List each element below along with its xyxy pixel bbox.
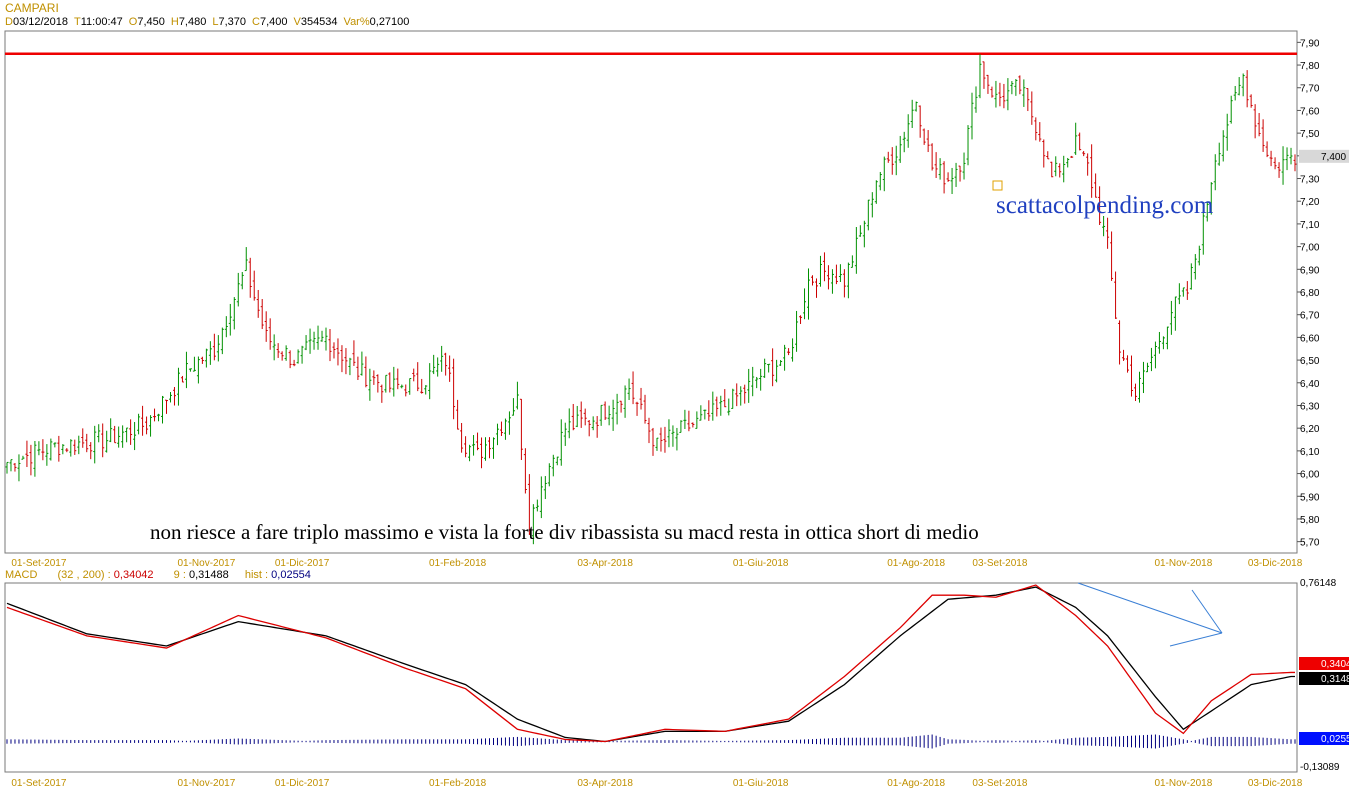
price-tick-label: 5,70: [1300, 538, 1320, 549]
signal-line: [6, 586, 1296, 743]
macd-value-box: [1299, 732, 1349, 745]
price-tick-label: 7,50: [1300, 129, 1320, 140]
macd-date-tick-label: 01-Giu-2018: [733, 778, 789, 789]
macd-value-label: 0,34042: [1321, 659, 1352, 670]
date-tick-label: 01-Giu-2018: [733, 558, 789, 569]
price-tick-label: 6,50: [1300, 356, 1320, 367]
macd-value-label: 0,02554: [1321, 734, 1352, 745]
macd-date-tick-label: 01-Set-2017: [11, 778, 66, 789]
price-tick-label: 6,00: [1300, 470, 1320, 481]
field-value-2: 7,450: [137, 16, 165, 28]
field-key-0: D: [5, 16, 13, 28]
marker-square: [992, 180, 1003, 191]
macd-date-tick-label: 01-Nov-2017: [177, 778, 235, 789]
date-tick-label: 01-Set-2017: [11, 558, 66, 569]
last-price-box: [1299, 149, 1349, 163]
price-tick-label: 6,60: [1300, 333, 1320, 344]
field-value-1: 11:00:47: [80, 16, 123, 28]
date-tick-label: 01-Ago-2018: [887, 558, 945, 569]
macd-date-tick-label: 03-Dic-2018: [1248, 778, 1303, 789]
macd-date-tick-label: 01-Dic-2017: [275, 778, 330, 789]
macd-date-tick-label: 01-Feb-2018: [429, 778, 487, 789]
field-value-5: 7,400: [259, 16, 288, 28]
price-tick-label: 7,00: [1300, 243, 1320, 254]
macd-tick-label: -0,13089: [1300, 762, 1340, 773]
macd-date-tick-label: 03-Set-2018: [972, 778, 1027, 789]
signal-label: 9: [173, 569, 180, 581]
chart-title: CAMPARI: [5, 1, 59, 15]
field-value-3: 7,480: [178, 16, 207, 28]
price-axis: 7,907,807,707,607,507,407,307,207,107,00…: [5, 38, 1349, 549]
price-tick-label: 7,10: [1300, 220, 1320, 231]
annotation-text: non riesce a fare triplo massimo e vista…: [150, 520, 979, 544]
field-key-5: C: [252, 16, 260, 28]
macd-date-tick-label: 01-Nov-2018: [1154, 778, 1212, 789]
price-panel-frame: [4, 30, 1298, 554]
macd-panel: 0,76148 -0,13089 0,34042 0,31488 0,02554: [6, 180, 1352, 773]
arrow-head-lower: [1169, 632, 1223, 647]
price-tick-label: 6,80: [1300, 288, 1320, 299]
field-value-0: 03/12/2018: [12, 16, 69, 28]
field-value-6: 354534: [300, 16, 338, 28]
price-tick-label: 6,20: [1300, 424, 1320, 435]
date-tick-label: 03-Dic-2018: [1248, 558, 1303, 569]
date-tick-label: 03-Apr-2018: [577, 558, 633, 569]
date-tick-label: 01-Nov-2018: [1154, 558, 1212, 569]
field-key-7: Var%: [343, 16, 370, 28]
price-tick-label: 6,10: [1300, 447, 1320, 458]
price-tick-label: 6,30: [1300, 401, 1320, 412]
watermark-text: scattacolpending.com: [996, 192, 1214, 219]
field-value-7: 0,27100: [369, 16, 410, 28]
price-tick-label: 7,80: [1300, 61, 1320, 72]
macd-value-label: 0,31488: [1321, 674, 1352, 685]
date-tick-label: 01-Dic-2017: [275, 558, 330, 569]
macd-params: (32 , 200): [57, 569, 105, 581]
price-tick-label: 7,90: [1300, 38, 1320, 49]
signal-value: 0,31488: [188, 569, 229, 581]
last-price-label: 7,400: [1321, 152, 1346, 163]
date-tick-label: 01-Feb-2018: [429, 558, 487, 569]
price-tick-label: 5,80: [1300, 515, 1320, 526]
date-tick-label: 03-Set-2018: [972, 558, 1027, 569]
date-tick-label: 01-Nov-2017: [177, 558, 235, 569]
field-key-3: H: [170, 16, 179, 28]
arrow-head-upper: [1191, 589, 1223, 634]
price-tick-label: 5,90: [1300, 492, 1320, 503]
macd-tick-label: 0,76148: [1300, 578, 1337, 589]
hist-label: hist: [244, 569, 262, 581]
macd-readout: MACD (32 , 200) : 0,34042 9 : 0,31488 hi…: [5, 569, 311, 581]
divergence-arrow-line: [1077, 582, 1223, 634]
date-axis: 01-Set-2017 01-Set-2017 01-Nov-2017 01-Nov-…: [11, 558, 1302, 789]
price-tick-label: 6,70: [1300, 311, 1320, 322]
field-key-4: L: [212, 16, 219, 28]
candlestick-series: [5, 54, 1297, 545]
macd-label: MACD: [5, 569, 38, 581]
hist-value: 0,02554: [271, 569, 311, 581]
macd-line: [6, 584, 1296, 743]
macd-value: 0,34042: [113, 569, 154, 581]
macd-panel-frame: [4, 582, 1298, 773]
macd-date-tick-label: 03-Apr-2018: [577, 778, 633, 789]
macd-value-box: [1299, 672, 1349, 685]
field-key-2: O: [128, 16, 138, 28]
field-key-6: V: [293, 16, 301, 28]
ohlc-readout: D03/12/2018 T11:00:47 O7,450 H7,480 L7,370 C7…: [5, 16, 415, 28]
price-tick-label: 7,60: [1300, 106, 1320, 117]
price-tick-label: 7,20: [1300, 197, 1320, 208]
price-tick-label: 6,40: [1300, 379, 1320, 390]
price-tick-label: 7,30: [1300, 175, 1320, 186]
price-tick-label: 6,90: [1300, 265, 1320, 276]
macd-date-tick-label: 01-Ago-2018: [887, 778, 945, 789]
price-tick-label: 7,70: [1300, 84, 1320, 95]
field-key-1: T: [74, 16, 81, 28]
field-value-4: 7,370: [218, 16, 246, 28]
macd-value-box: [1299, 657, 1349, 670]
